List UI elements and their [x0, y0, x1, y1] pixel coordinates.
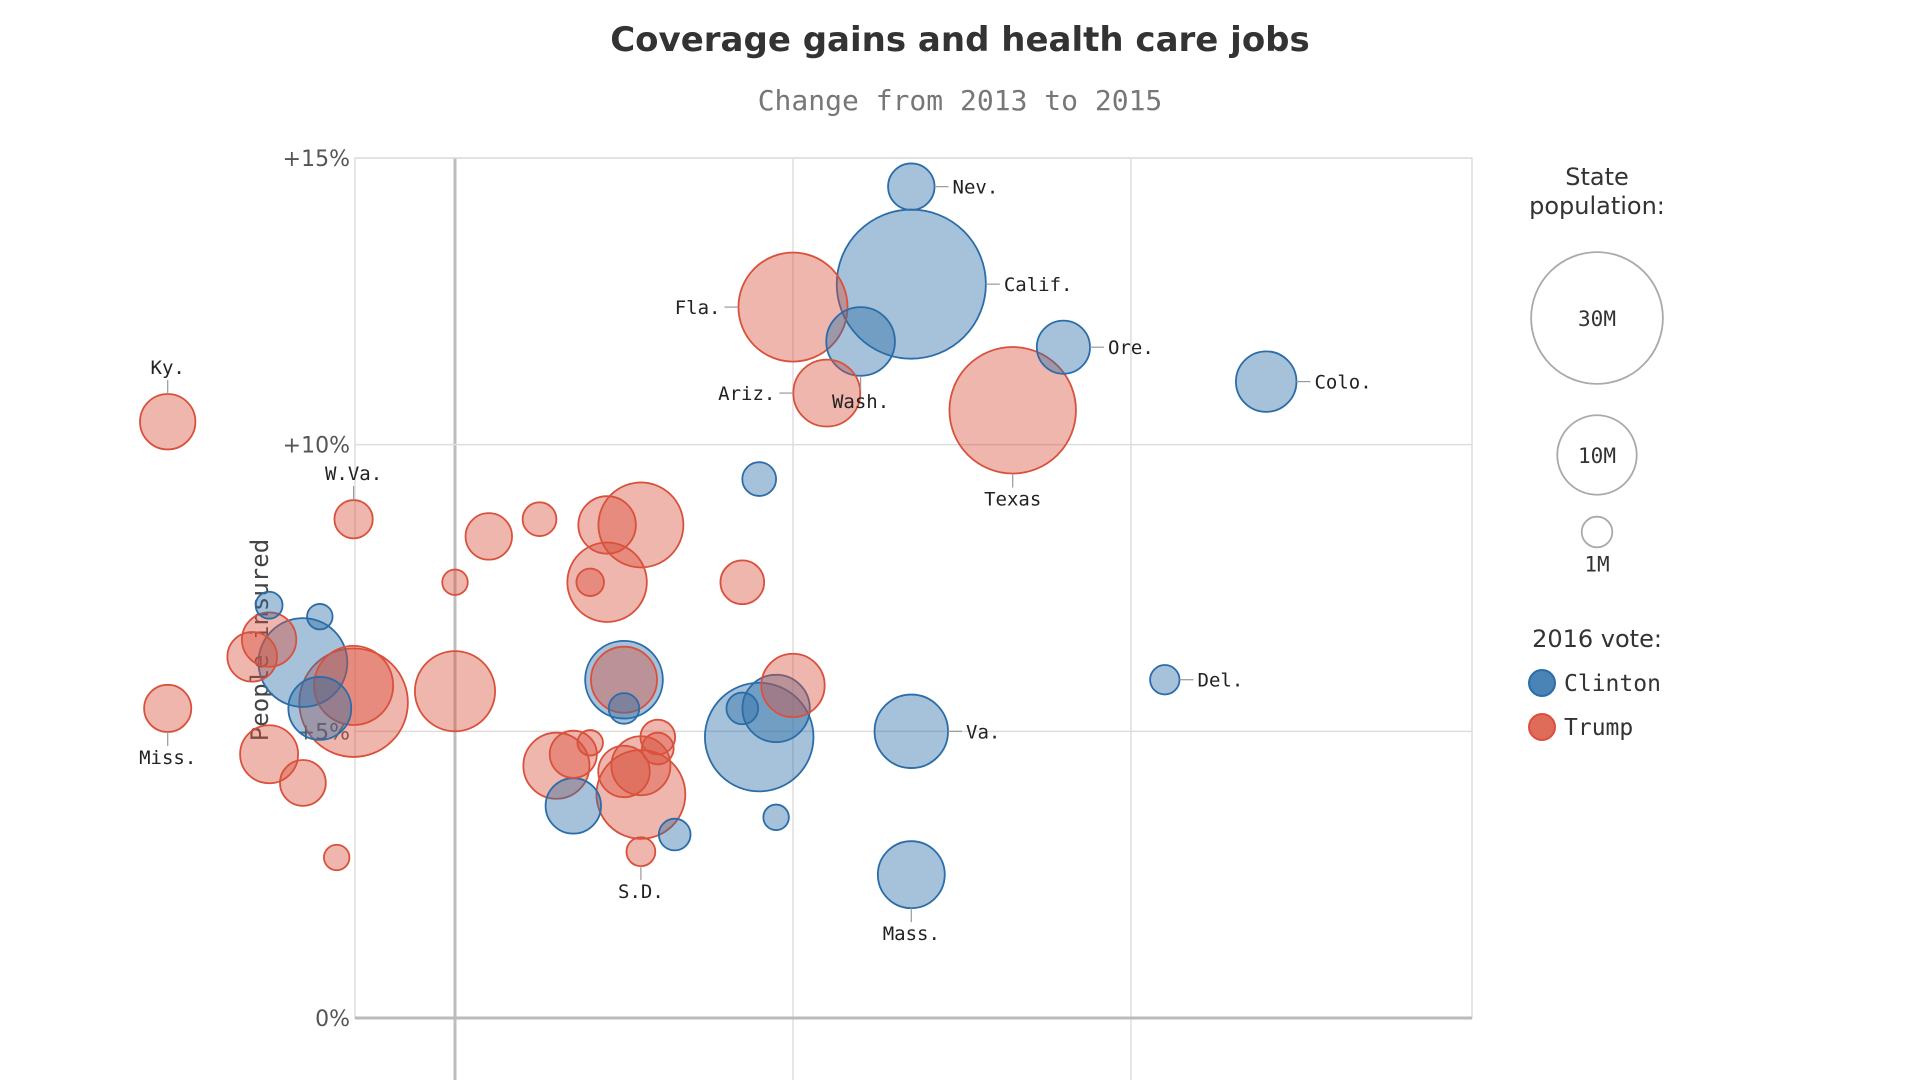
bubble	[544, 777, 602, 835]
legend-size-title-1: State	[1565, 163, 1629, 191]
bubble	[279, 759, 327, 807]
state-label: Nev.	[953, 177, 999, 199]
bubble	[873, 693, 949, 769]
bubble	[575, 567, 605, 597]
legend-size-title-2: population:	[1529, 192, 1665, 220]
bubble	[254, 590, 284, 620]
bubble	[584, 640, 664, 720]
state-label: Colo.	[1314, 372, 1371, 394]
bubble	[597, 744, 651, 799]
bubble	[226, 631, 278, 683]
legend-size-label: 10M	[1578, 444, 1616, 468]
bubble	[333, 499, 374, 540]
bubble	[657, 817, 692, 852]
bubble	[639, 718, 677, 756]
bubble	[1149, 664, 1181, 696]
bubble	[239, 724, 300, 785]
legend-size-label: 1M	[1584, 552, 1609, 576]
y-tick-label: +10%	[283, 434, 350, 459]
bubble	[597, 481, 685, 569]
state-label: Ariz.	[718, 383, 775, 405]
bubble	[725, 691, 760, 726]
chart-subtitle: Change from 2013 to 2015	[757, 84, 1163, 117]
legend-sizes: 30M 10M 1M	[1530, 251, 1664, 576]
state-label: W.Va.	[325, 463, 382, 485]
bubble	[566, 541, 648, 623]
state-label: Texas	[984, 489, 1041, 511]
bubble	[625, 836, 657, 868]
legend-size-circle	[1530, 251, 1664, 385]
bubble	[741, 461, 777, 497]
state-label: S.D.	[618, 881, 664, 903]
bubble	[741, 673, 811, 743]
legend-size-circle	[1556, 414, 1638, 496]
state-label: Calif.	[1004, 274, 1073, 296]
y-tick-label: 0%	[315, 1007, 350, 1032]
legend-votes: Clinton Trump	[1528, 669, 1661, 741]
bubble	[760, 652, 826, 719]
bubble	[590, 645, 658, 714]
bubble	[876, 840, 946, 910]
bubble	[521, 501, 558, 537]
bubble	[719, 559, 766, 606]
bubble	[143, 683, 193, 733]
legend-size-label: 30M	[1578, 307, 1616, 331]
bubble	[298, 647, 409, 758]
bubble	[414, 650, 496, 733]
bubble	[762, 803, 790, 831]
legend-vote-swatch	[1528, 669, 1556, 697]
bubbles	[139, 162, 1298, 910]
bubble	[887, 162, 936, 211]
state-label: Del.	[1198, 670, 1244, 692]
legend-vote-label: Trump	[1564, 715, 1633, 741]
y-tick-label: +15%	[283, 147, 350, 172]
state-label: Mass.	[883, 923, 940, 945]
bubble	[1035, 319, 1091, 375]
legend: State population: 30M 10M 1M 2016 vote: Cl…	[1528, 163, 1665, 741]
legend-size-circle	[1580, 515, 1614, 549]
bubble	[313, 645, 395, 726]
bubble	[1235, 350, 1298, 413]
legend-vote-label: Clinton	[1564, 671, 1661, 697]
bubble	[441, 568, 469, 596]
state-labels: Nev. Calif. Fla. Wash. Ariz. Ore. Texas Colo. Ky…	[139, 177, 1372, 945]
bubble	[607, 692, 641, 725]
state-label: Wash.	[832, 391, 889, 413]
state-label: Va.	[966, 721, 1000, 743]
bubble	[576, 729, 604, 757]
bubble	[257, 617, 349, 708]
bubble	[522, 731, 591, 800]
y-tick-label: +5%	[297, 720, 350, 745]
state-label: Miss.	[139, 747, 196, 769]
state-label: Ky.	[151, 357, 185, 379]
bubble	[577, 495, 637, 555]
bubble	[287, 676, 353, 741]
chart-title: Coverage gains and health care jobs	[610, 20, 1310, 60]
bubble	[306, 603, 334, 631]
bubble	[323, 843, 351, 872]
y-axis-ticks: 0% +5% +10% +15%	[283, 147, 1472, 1032]
state-label: Fla.	[675, 297, 721, 319]
legend-vote-swatch	[1528, 713, 1556, 741]
bubble	[641, 731, 675, 766]
legend-vote-title: 2016 vote:	[1532, 625, 1662, 653]
state-label: Ore.	[1108, 337, 1154, 359]
bubble	[464, 512, 513, 561]
bubble	[139, 393, 197, 451]
